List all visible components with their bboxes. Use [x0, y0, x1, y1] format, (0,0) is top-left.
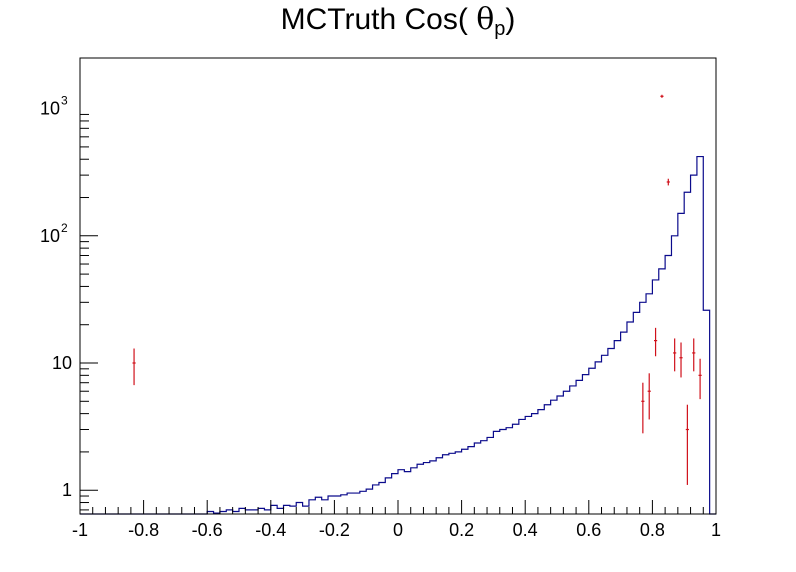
y-tick-label: 10 — [40, 226, 60, 246]
mc-histogram-layer — [80, 155, 716, 515]
x-tick-label: -1 — [72, 520, 88, 540]
title-close: ) — [505, 3, 516, 36]
x-tick-label: -0.8 — [128, 520, 159, 540]
data-point — [698, 358, 702, 400]
y-tick-label: 10 — [52, 353, 72, 373]
x-tick-label: 1 — [711, 520, 721, 540]
data-point — [647, 373, 651, 420]
x-tick-label: -0.6 — [192, 520, 223, 540]
x-tick-label: 0.2 — [449, 520, 474, 540]
data-point — [692, 338, 696, 372]
mc-histogram-line — [80, 155, 716, 515]
data-point — [653, 327, 658, 357]
x-tick-label: 0.4 — [513, 520, 538, 540]
plot-frame — [79, 57, 717, 515]
x-tick-label: 0.6 — [576, 520, 601, 540]
data-point — [679, 342, 683, 378]
data-point — [666, 178, 670, 186]
title-subscript: p — [494, 18, 506, 40]
data-point — [641, 382, 645, 434]
data-point — [673, 338, 677, 372]
data-point — [685, 404, 689, 485]
y-tick-label: 1 — [62, 480, 72, 500]
y-tick-exponent: 2 — [61, 221, 68, 235]
y-tick-label: 10 — [40, 99, 60, 119]
data-points-layer — [132, 94, 702, 485]
data-point — [660, 94, 664, 98]
title-main: MCTruth Cos( — [280, 3, 468, 36]
data-point — [132, 348, 136, 386]
x-tick-label: 0.8 — [640, 520, 665, 540]
y-tick-exponent: 3 — [61, 94, 68, 108]
x-tick-label: 0 — [393, 520, 403, 540]
title-theta: θ — [476, 2, 495, 37]
x-tick-label: -0.4 — [255, 520, 286, 540]
chart-title: MCTruth Cos( θp) — [0, 2, 796, 41]
x-tick-label: -0.2 — [319, 520, 350, 540]
